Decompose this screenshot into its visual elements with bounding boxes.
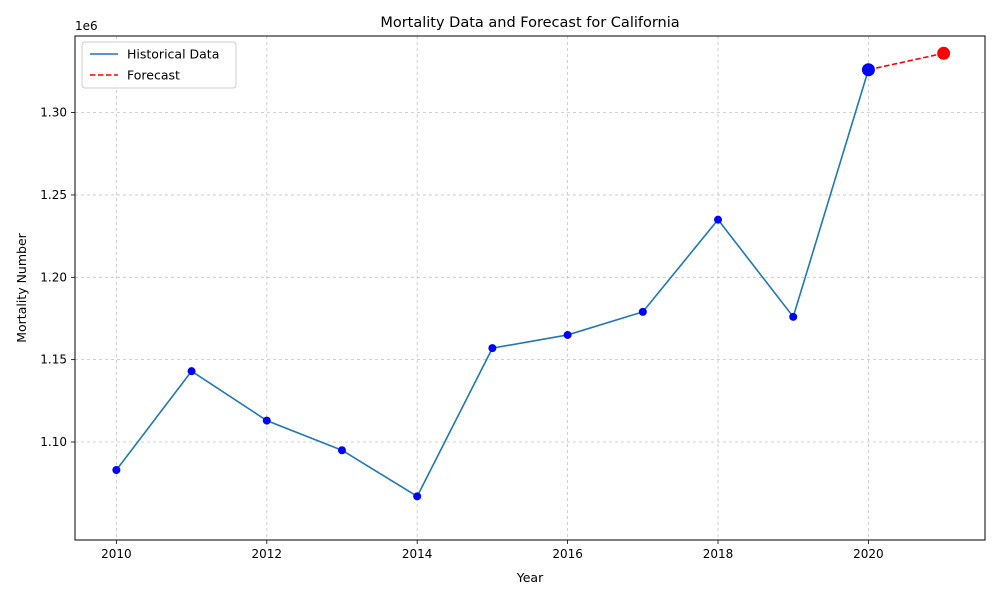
point-historical-data-2013 (337, 446, 346, 455)
point-historical-data-2017 (638, 307, 647, 316)
x-tick-label-2012: 2012 (252, 547, 283, 561)
x-axis-label: Year (516, 570, 544, 585)
y-tick-label-1-2: 1.20 (40, 270, 67, 284)
x-tick-label-2020: 2020 (853, 547, 884, 561)
legend-label-historical-data: Historical Data (127, 47, 219, 62)
grid-lines (75, 36, 985, 540)
x-tick-label-2010: 2010 (101, 547, 132, 561)
legend-box (81, 41, 237, 89)
point-historical-data-2018 (714, 215, 723, 224)
x-axis: 2010 2012 2014 2016 2018 2020 (101, 540, 884, 561)
series-line-forecast (868, 52, 944, 71)
point-historical-data-2011 (187, 367, 196, 376)
legend: Historical Data Forecast (81, 41, 237, 89)
point-historical-data-2020 (861, 63, 875, 77)
point-forecast-2021 (937, 46, 951, 60)
x-tick-label-2016: 2016 (552, 547, 583, 561)
point-historical-data-2015 (488, 344, 497, 353)
y-tick-label-1-15: 1.15 (40, 353, 67, 367)
series-layer (112, 46, 951, 501)
y-tick-label-1-1: 1.10 (40, 435, 67, 449)
point-historical-data-2012 (262, 416, 271, 425)
point-historical-data-2016 (563, 330, 572, 339)
y-axis-offset-label: 1e6 (75, 19, 98, 33)
y-tick-label-1-25: 1.25 (40, 188, 67, 202)
x-tick-label-2014: 2014 (402, 547, 433, 561)
point-historical-data-2010 (112, 466, 121, 474)
point-historical-data-2014 (413, 492, 422, 501)
plot-area-frame (74, 35, 986, 541)
legend-label-forecast: Forecast (127, 68, 180, 83)
y-axis: 1.10 1.15 1.20 1.25 1.30 (40, 106, 75, 449)
point-historical-data-2019 (789, 312, 798, 321)
x-tick-label-2018: 2018 (703, 547, 734, 561)
chart-title: Mortality Data and Forecast for Californ… (380, 15, 679, 31)
y-axis-label: Mortality Number (14, 232, 29, 342)
y-tick-label-1-3: 1.30 (40, 106, 67, 120)
